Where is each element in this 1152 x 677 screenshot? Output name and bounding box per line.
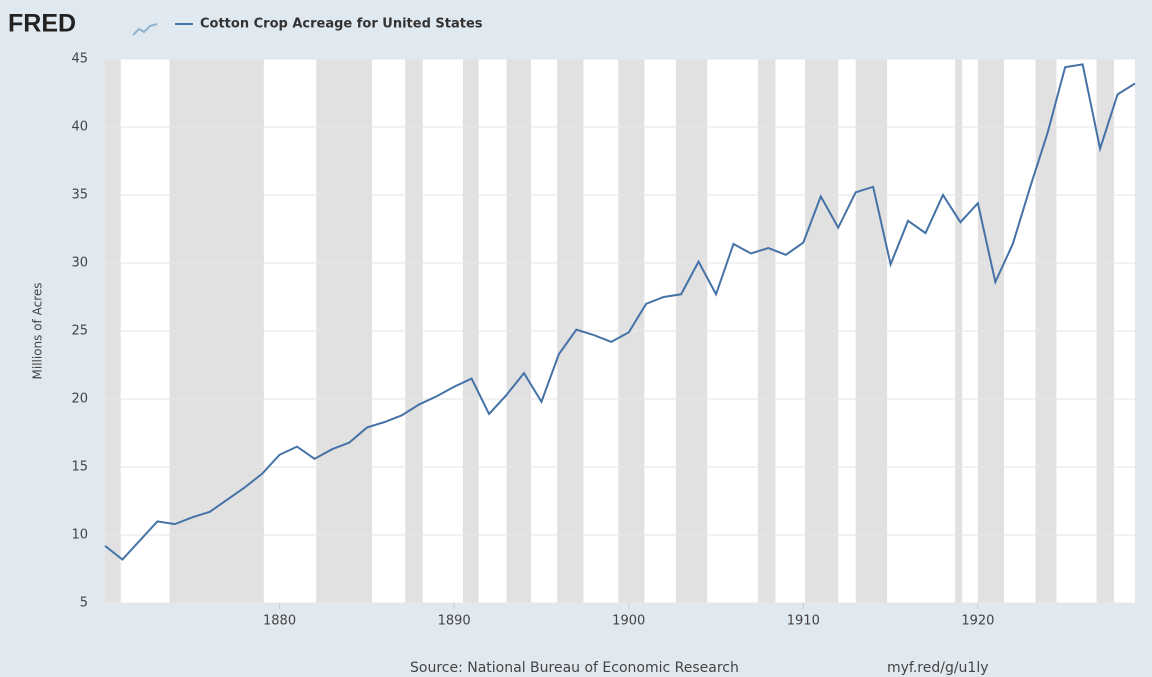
y-tick-label: 25 [71,324,88,339]
y-tick-label: 5 [80,596,88,611]
legend-label: Cotton Crop Acreage for United States [200,17,483,32]
x-tick-label: 1910 [787,614,820,629]
y-tick-label: 15 [71,460,88,475]
x-tick-label: 1880 [263,614,296,629]
x-tick-label: 1890 [438,614,471,629]
y-tick-label: 30 [71,256,88,271]
logo-icon [132,23,158,36]
y-tick-label: 45 [71,52,88,67]
x-tick-label: 1900 [612,614,645,629]
y-tick-label: 20 [71,392,88,407]
y-axis-label: Millions of Acres [31,283,45,380]
y-tick-label: 40 [71,120,88,135]
x-tick-label: 1920 [961,614,994,629]
logo: FRED [8,10,76,38]
link[interactable]: myf.red/g/u1ly [887,660,989,676]
series-line [104,63,1136,561]
y-tick-label: 35 [71,188,88,203]
y-tick-label: 10 [71,528,88,543]
source: Source: National Bureau of Economic Rese… [410,660,739,676]
